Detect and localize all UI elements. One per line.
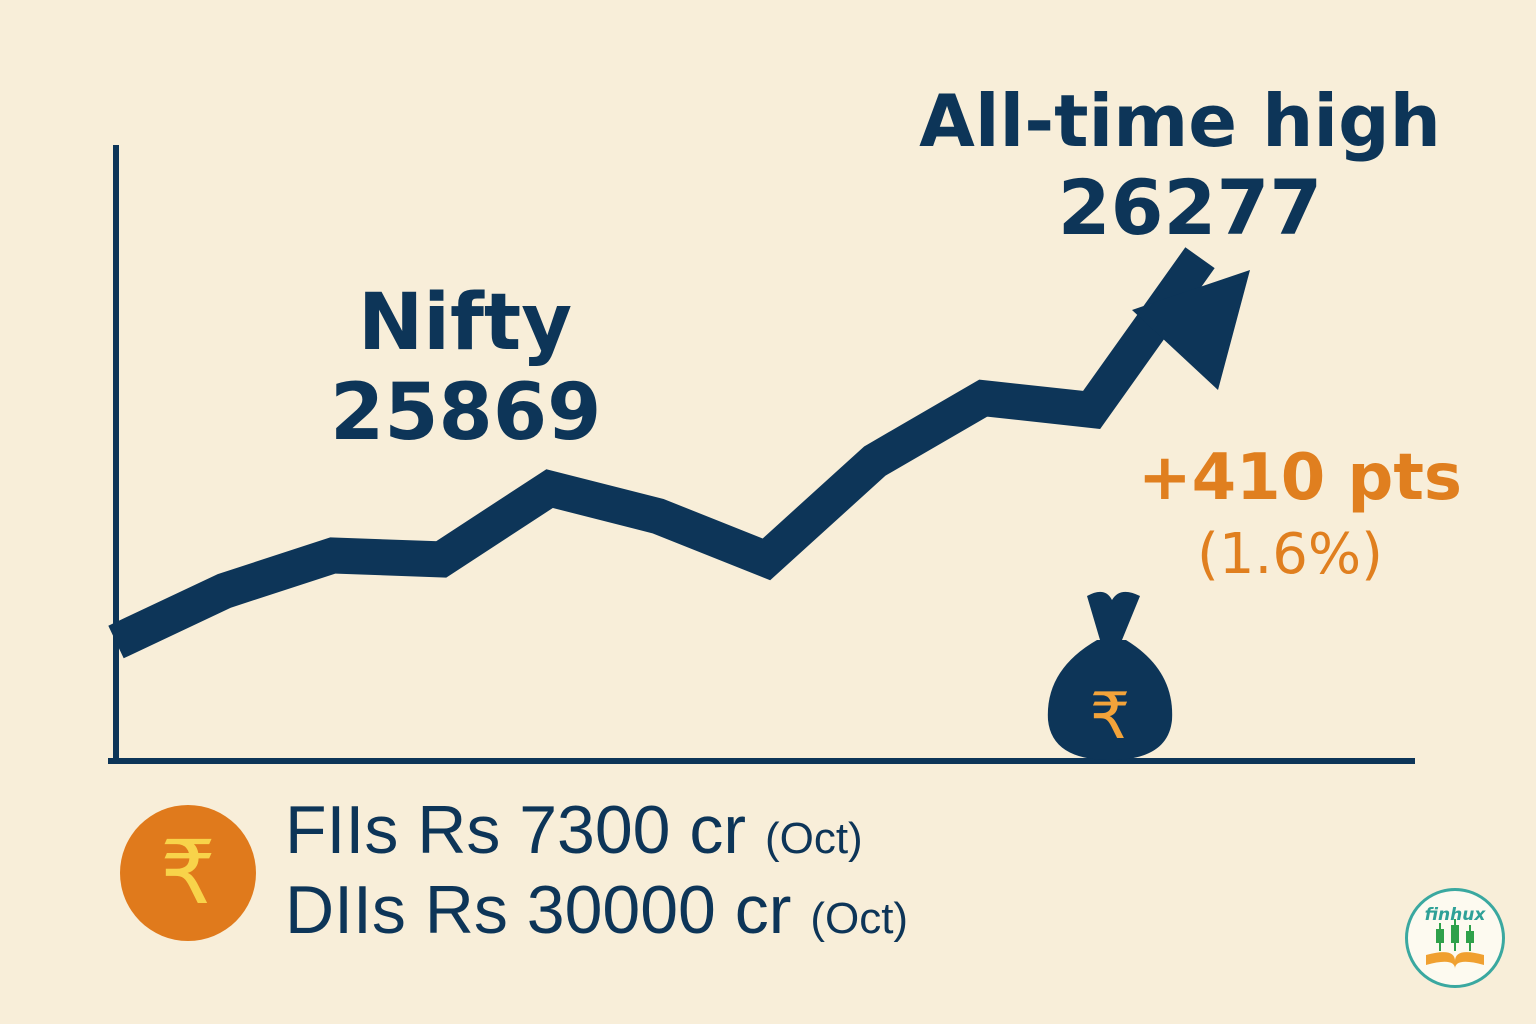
nifty-label: Nifty [357, 278, 573, 368]
all-time-high-label: All-time high [919, 79, 1441, 163]
rupee-coin-icon: ₹ [120, 805, 256, 941]
change-points: +410 pts [1138, 441, 1462, 515]
dii-flow-month: (Oct) [810, 894, 909, 943]
dii-flow-text: DIIs Rs 30000 cr [285, 872, 792, 948]
svg-text:₹: ₹ [1090, 680, 1131, 754]
fii-flow: FIIs Rs 7300 cr (Oct) [285, 790, 863, 879]
money-bag-icon: ₹ [1047, 591, 1173, 760]
change-percent: (1.6%) [1197, 522, 1383, 587]
logo-candles-icon [1426, 919, 1484, 969]
dii-flow: DIIs Rs 30000 cr (Oct) [285, 870, 908, 959]
arrow-head [1132, 270, 1250, 390]
all-time-high-value: 26277 [1057, 163, 1323, 252]
fii-flow-text: FIIs Rs 7300 cr [285, 792, 747, 868]
rupee-symbol: ₹ [160, 821, 216, 924]
trend-line [108, 247, 1215, 659]
fii-flow-month: (Oct) [764, 814, 863, 863]
logo-text: finhux [1424, 905, 1486, 925]
nifty-value: 25869 [330, 368, 602, 458]
finhux-logo-icon: finhux [1405, 888, 1505, 988]
